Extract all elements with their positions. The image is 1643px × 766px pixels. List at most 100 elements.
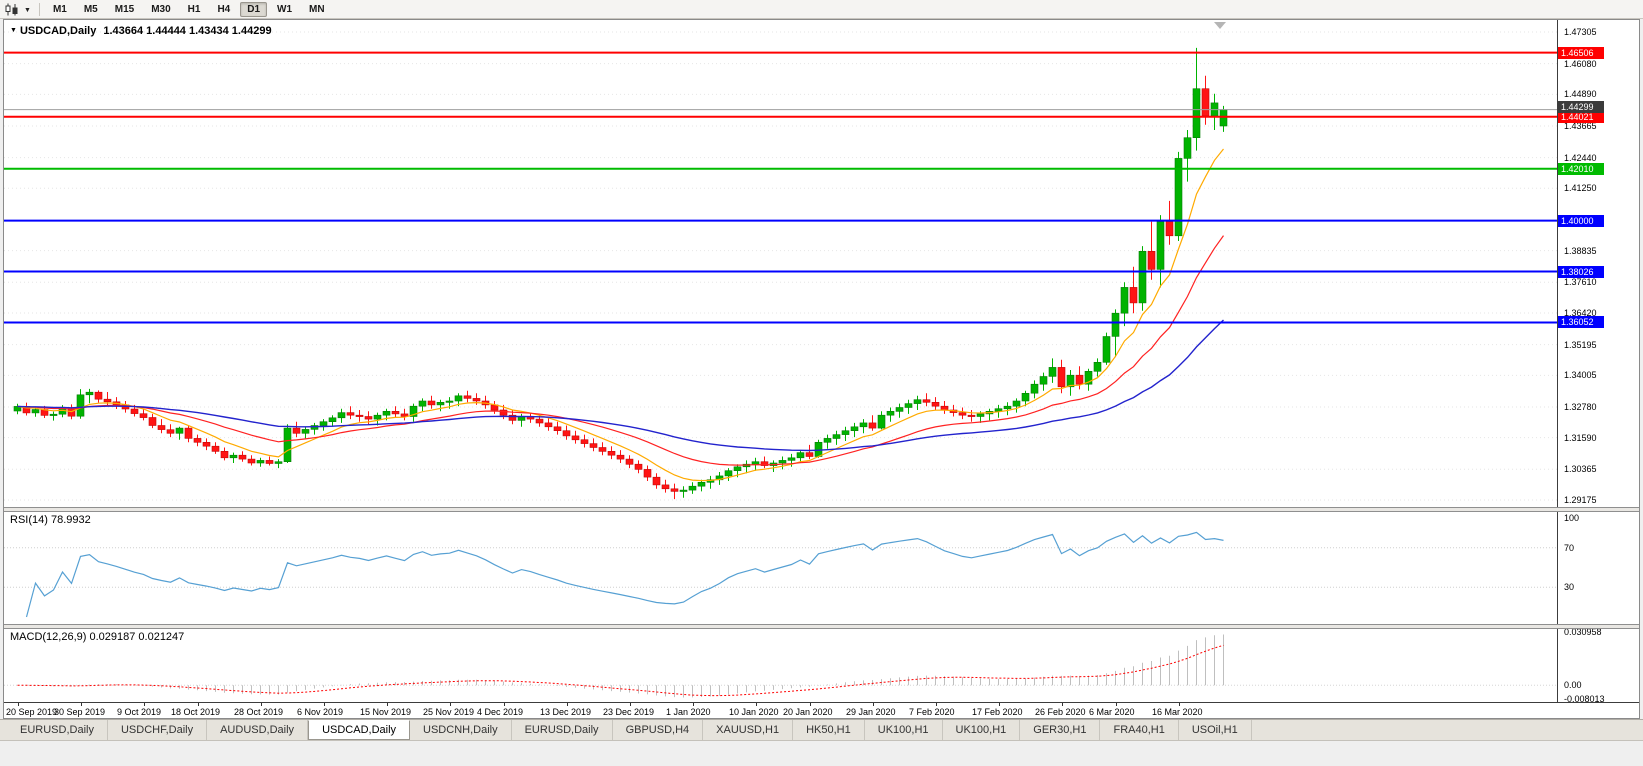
candle bbox=[148, 417, 157, 426]
macd-indicator-label: MACD(12,26,9) 0.029187 0.021247 bbox=[10, 631, 185, 643]
candle bbox=[103, 398, 112, 403]
candle bbox=[553, 426, 562, 431]
candle bbox=[1048, 367, 1057, 377]
price-axis-label: 1.34005 bbox=[1564, 370, 1597, 380]
timeframe-button-m30[interactable]: M30 bbox=[151, 3, 171, 15]
candle bbox=[508, 414, 517, 421]
time-axis-tick bbox=[630, 703, 631, 706]
candle bbox=[319, 421, 328, 426]
candle bbox=[580, 439, 589, 444]
candle bbox=[445, 400, 454, 403]
candle bbox=[733, 466, 742, 471]
price-level-flag: 1.36052 bbox=[1558, 316, 1604, 328]
chart-tab-usdchf-daily[interactable]: USDCHF,Daily bbox=[108, 720, 208, 740]
chart-tab-audusd-daily[interactable]: AUDUSD,Daily bbox=[207, 720, 309, 740]
chart-tab-eurusd-daily[interactable]: EURUSD,Daily bbox=[7, 720, 108, 740]
chart-window: 1.47305 1.46080 1.44890 1.43665 1.42440 1.412… bbox=[3, 19, 1640, 719]
timeframe-button-h4[interactable]: H4 bbox=[217, 3, 231, 15]
candle bbox=[1147, 251, 1156, 270]
pane-separator[interactable] bbox=[4, 507, 1639, 512]
candle bbox=[544, 422, 553, 428]
candle bbox=[778, 460, 787, 464]
candle bbox=[184, 427, 193, 439]
time-axis-label: 7 Feb 2020 bbox=[909, 707, 955, 717]
candle bbox=[841, 430, 850, 435]
timeframe-button-m15[interactable]: M15 bbox=[114, 3, 135, 15]
price-axis-label: 1.46080 bbox=[1564, 59, 1597, 69]
candle bbox=[355, 414, 364, 417]
time-axis[interactable]: 20 Sep 2019 30 Sep 2019 9 Oct 2019 18 Oct 2… bbox=[4, 702, 1639, 718]
chart-tab-xauusd-h1[interactable]: XAUUSD,H1 bbox=[703, 720, 794, 740]
chart-tab-fra40-h1[interactable]: FRA40,H1 bbox=[1100, 720, 1179, 740]
candlestick-chart-icon-glyph bbox=[5, 3, 18, 15]
timeframe-button-h1[interactable]: H1 bbox=[187, 3, 201, 15]
chart-tab-ger30-h1[interactable]: GER30,H1 bbox=[1020, 720, 1101, 740]
timeframe-button-w1[interactable]: W1 bbox=[277, 3, 293, 15]
timeframe-button-m1[interactable]: M1 bbox=[52, 3, 67, 15]
candle bbox=[868, 422, 877, 429]
candle bbox=[1120, 287, 1129, 314]
candle bbox=[94, 391, 103, 400]
candle bbox=[958, 412, 967, 416]
candle bbox=[85, 391, 94, 396]
candle bbox=[166, 429, 175, 434]
candle bbox=[805, 452, 814, 457]
time-axis-tick bbox=[1116, 703, 1117, 706]
candle bbox=[193, 438, 202, 443]
timeframe-button-mn[interactable]: MN bbox=[309, 3, 325, 15]
candle bbox=[220, 450, 229, 459]
candle bbox=[1030, 383, 1039, 394]
candle bbox=[76, 394, 85, 417]
price-level-flag: 1.46506 bbox=[1558, 47, 1604, 59]
pane-separator[interactable] bbox=[4, 624, 1639, 629]
chart-tab-usdcnh-daily[interactable]: USDCNH,Daily bbox=[410, 720, 512, 740]
price-level-flag: 1.40000 bbox=[1558, 215, 1604, 227]
price-axis-label: 1.31590 bbox=[1564, 433, 1597, 443]
candle bbox=[418, 400, 427, 407]
chart-canvas[interactable] bbox=[4, 20, 1557, 702]
timeframe-button-m5[interactable]: M5 bbox=[83, 3, 98, 15]
candle bbox=[643, 469, 652, 478]
candle bbox=[373, 414, 382, 420]
time-axis-tick bbox=[504, 703, 505, 706]
rsi-axis-label: 30 bbox=[1564, 582, 1575, 592]
chart-tab-hk50-h1[interactable]: HK50,H1 bbox=[793, 720, 865, 740]
bottom-strip bbox=[0, 741, 1643, 766]
time-axis-label: 17 Feb 2020 bbox=[972, 707, 1023, 717]
chart-tab-gbpusd-h4[interactable]: GBPUSD,H4 bbox=[613, 720, 704, 740]
macd-signal-line bbox=[17, 644, 1224, 697]
candle bbox=[1201, 88, 1210, 117]
price-gridlines bbox=[4, 31, 1557, 501]
candle bbox=[202, 441, 211, 447]
candle bbox=[760, 461, 769, 466]
time-axis-label: 25 Nov 2019 bbox=[423, 707, 475, 717]
candle bbox=[976, 413, 985, 417]
toolbar: ▼ M1 M5 M15 M30 H1 H4 D1 W1 MN bbox=[0, 0, 1643, 19]
candlestick-chart-icon[interactable] bbox=[5, 3, 21, 16]
bid-price-flag: 1.44299 bbox=[1558, 101, 1604, 113]
chart-tabs-bar: EURUSD,Daily USDCHF,Daily AUDUSD,Daily USDC… bbox=[0, 719, 1643, 741]
candle bbox=[292, 427, 301, 434]
price-axis[interactable]: 1.47305 1.46080 1.44890 1.43665 1.42440 1.412… bbox=[1557, 20, 1639, 704]
chart-type-dropdown-caret-icon[interactable]: ▼ bbox=[24, 6, 31, 14]
candle bbox=[931, 401, 940, 407]
candle bbox=[913, 399, 922, 404]
price-axis-label: 1.47305 bbox=[1564, 27, 1597, 37]
time-axis-tick bbox=[756, 703, 757, 706]
candle bbox=[436, 401, 445, 406]
chart-tab-uk100-h1[interactable]: UK100,H1 bbox=[865, 720, 943, 740]
chart-shift-marker-icon bbox=[1214, 22, 1226, 29]
price-axis-label: 1.41250 bbox=[1564, 183, 1597, 193]
chart-tab-usdcad-daily[interactable]: USDCAD,Daily bbox=[308, 720, 411, 740]
candle bbox=[1012, 400, 1021, 407]
chart-tab-uk100-h1[interactable]: UK100,H1 bbox=[943, 720, 1021, 740]
candle bbox=[850, 426, 859, 431]
candle bbox=[472, 398, 481, 402]
chart-tab-usoil-h1[interactable]: USOil,H1 bbox=[1179, 720, 1252, 740]
time-axis-label: 16 Mar 2020 bbox=[1152, 707, 1203, 717]
timeframe-button-d1[interactable]: D1 bbox=[240, 1, 268, 17]
candle bbox=[967, 414, 976, 417]
chart-tab-eurusd-daily[interactable]: EURUSD,Daily bbox=[512, 720, 613, 740]
price-axis-label: 1.42440 bbox=[1564, 153, 1597, 163]
